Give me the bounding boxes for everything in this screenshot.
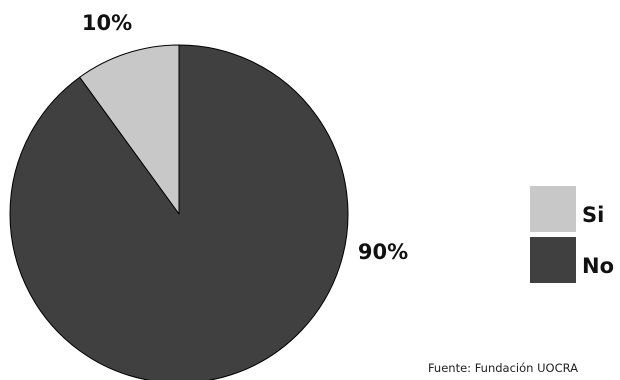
legend: Si No [530, 186, 614, 283]
pie-slice-no [9, 44, 349, 380]
pie-slice-si [79, 44, 180, 215]
pie-slices [9, 44, 349, 380]
pie-value-label-si: 10% [82, 11, 132, 35]
legend-swatch-no [530, 237, 576, 283]
legend-swatch-si [530, 186, 576, 232]
pie-value-labels: 10% 90% [82, 11, 408, 264]
source-note: Fuente: Fundación UOCRA [428, 361, 578, 375]
pie-value-label-no: 90% [358, 240, 408, 264]
legend-label-si: Si [582, 203, 604, 227]
legend-label-no: No [582, 254, 614, 278]
